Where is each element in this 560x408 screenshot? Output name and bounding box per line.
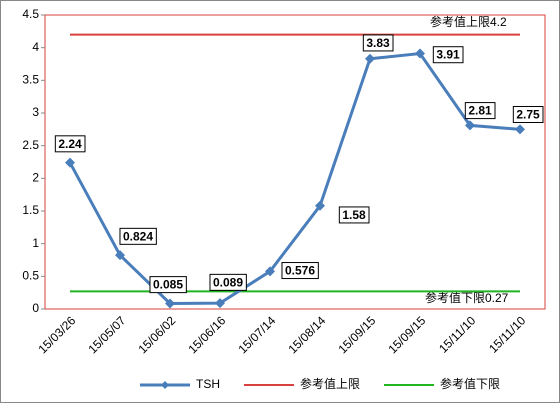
marker <box>515 124 525 135</box>
data-label: 0.576 <box>281 262 319 280</box>
data-label-box <box>362 34 394 52</box>
y-tick-label: 1.5 <box>22 203 39 217</box>
data-label-box <box>512 106 544 124</box>
marker <box>65 157 75 168</box>
y-tick-label: 2.5 <box>22 138 39 152</box>
marker <box>465 120 475 131</box>
marker <box>365 53 375 64</box>
data-label-text: 0.824 <box>123 229 153 243</box>
y-tick-label: 4.5 <box>22 7 39 21</box>
y-tick-label: 2 <box>32 171 39 185</box>
data-label-box <box>281 262 319 280</box>
marker <box>215 298 225 309</box>
legend-marker <box>161 381 169 389</box>
data-label: 3.91 <box>432 46 464 64</box>
data-label-box <box>149 276 187 294</box>
data-label: 1.58 <box>338 206 370 224</box>
data-label: 2.75 <box>512 106 544 124</box>
data-label: 2.24 <box>54 135 86 153</box>
y-tick-label: 4 <box>32 40 39 54</box>
y-tick-label: 0 <box>32 301 39 315</box>
data-label-box <box>54 135 86 153</box>
data-label-box <box>209 273 247 291</box>
data-label-text: 0.576 <box>285 264 315 278</box>
data-label-box <box>338 206 370 224</box>
data-label: 0.824 <box>119 227 157 245</box>
legend-label: 参考值上限 <box>300 376 360 391</box>
data-label-text: 0.089 <box>213 275 243 289</box>
data-label: 0.089 <box>209 273 247 291</box>
y-tick-label: 1 <box>32 236 39 250</box>
annotation: 参考值上限4.2 <box>430 14 507 29</box>
y-tick-label: 3 <box>32 105 39 119</box>
marker <box>265 266 275 277</box>
y-tick-label: 3.5 <box>22 73 39 87</box>
data-label-text: 2.75 <box>516 108 540 122</box>
marker <box>415 48 425 59</box>
marker <box>115 250 125 261</box>
data-label-box <box>432 46 464 64</box>
y-tick-label: 0.5 <box>22 269 39 283</box>
marker <box>165 298 175 309</box>
data-label-text: 3.91 <box>436 48 460 62</box>
data-label-text: 3.83 <box>366 36 390 50</box>
data-label-box <box>119 227 157 245</box>
data-label-text: 2.24 <box>58 137 82 151</box>
marker <box>315 200 325 211</box>
data-label-text: 2.81 <box>468 104 492 118</box>
data-label: 0.085 <box>149 276 187 294</box>
legend-label: 参考值下限 <box>440 376 500 391</box>
data-label: 3.83 <box>362 34 394 52</box>
data-label-text: 1.58 <box>342 208 366 222</box>
data-label-box <box>464 102 496 120</box>
data-label: 2.81 <box>464 102 496 120</box>
series-line <box>68 51 521 305</box>
annotation: 参考值下限0.27 <box>425 290 509 305</box>
plot-frame <box>44 14 546 310</box>
data-label-text: 0.085 <box>153 278 183 292</box>
legend-label: TSH <box>196 377 220 391</box>
